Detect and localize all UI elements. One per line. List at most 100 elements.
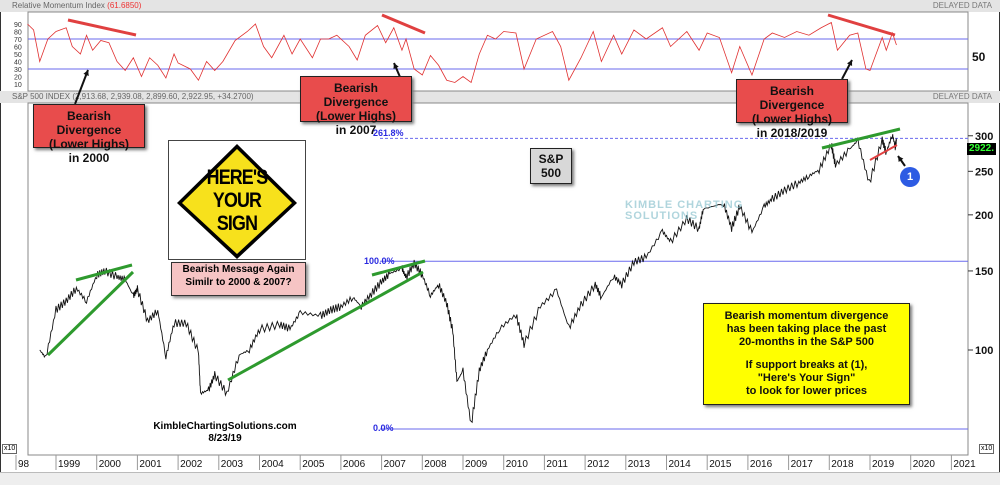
- rmi-tick-label: 80: [14, 30, 22, 37]
- rmi-tick-label: 30: [14, 67, 22, 74]
- x-tick-label: 2014: [669, 459, 692, 470]
- rmi-tick-label: 90: [14, 22, 22, 29]
- heres-your-sign-image: HERE'S YOUR SIGN: [168, 140, 306, 260]
- y-tick-label: 200: [975, 210, 993, 222]
- credit: KimbleChartingSolutions.com 8/23/19: [150, 421, 300, 445]
- y-tick-label: 250: [975, 166, 993, 178]
- x-tick-label: 2017: [791, 459, 814, 470]
- rmi-axis-label: 50: [972, 50, 986, 64]
- x-tick-label: 2010: [506, 459, 529, 470]
- note-line: has been taking place the past: [726, 323, 887, 335]
- commentary-box: Bearish momentum divergence has been tak…: [703, 303, 910, 405]
- sign-line: HERE'S: [206, 165, 269, 189]
- sign-text: HERE'S YOUR SIGN: [179, 141, 295, 259]
- fib-261-label: 261.8%: [373, 128, 404, 138]
- x-tick-label: 2013: [628, 459, 651, 470]
- watermark-line: SOLUTIONS: [625, 210, 699, 222]
- rmi-tick-label: 50: [14, 52, 22, 59]
- rmi-tick-label: 60: [14, 45, 22, 52]
- note-line: "Here's Your Sign": [757, 372, 856, 384]
- credit-site: KimbleChartingSolutions.com: [153, 421, 297, 432]
- rmi-tick-label: 70: [14, 37, 22, 44]
- x-tick-label: 2021: [953, 459, 976, 470]
- caption-line: Bearish Message Again: [182, 264, 295, 275]
- price-line: [39, 134, 897, 424]
- x-tick-label: 2016: [750, 459, 773, 470]
- x-tick-label: 2007: [384, 459, 407, 470]
- fib-100-label: 100.0%: [364, 256, 395, 266]
- x-tick-label: 2008: [424, 459, 447, 470]
- x-tick-label: 2004: [262, 459, 285, 470]
- arrow-2000: [74, 69, 89, 105]
- box-line: Bearish Divergence: [56, 109, 122, 137]
- sign-line: YOUR: [212, 188, 262, 212]
- sign-line: SIGN: [216, 211, 258, 235]
- last-price-badge: 2922.: [967, 143, 997, 155]
- x-tick-label: 2006: [343, 459, 366, 470]
- x-tick-label: 2000: [99, 459, 122, 470]
- y-tick-label: 300: [975, 131, 993, 143]
- top-trend-2000: [75, 263, 133, 282]
- note-line: Bearish momentum divergence: [724, 310, 889, 322]
- watermark: KIMBLE CHARTING SOLUTIONS: [625, 200, 743, 222]
- x-tick-label: 2001: [139, 459, 162, 470]
- divergence-2018-box: Bearish Divergence (Lower Highs) in 2018/2…: [736, 79, 848, 140]
- box-line: Bearish Divergence: [323, 81, 389, 109]
- y-tick-label: 100: [975, 345, 993, 357]
- y-tick-label: 150: [975, 266, 993, 278]
- x-tick-label: 1999: [58, 459, 81, 470]
- box-line: (Lower Highs): [752, 112, 832, 126]
- x-tick-label: 2009: [465, 459, 488, 470]
- price-title: S&P 500 INDEX (2,913.68, 2,939.08, 2,899…: [12, 92, 254, 101]
- rmi-tick-label: 10: [14, 82, 22, 89]
- rmi-tick-label: 20: [14, 75, 22, 82]
- rmi-panel-header: Relative Momentum Index (61.6850) DELAYE…: [0, 0, 1000, 12]
- fib-0-label: 0.0%: [373, 423, 394, 433]
- x-tick-label: 2019: [872, 459, 895, 470]
- box-line: (Lower Highs): [49, 137, 129, 151]
- rmi-line: [27, 21, 897, 84]
- x-tick-label: 2011: [546, 459, 568, 470]
- credit-date: 8/23/19: [208, 433, 242, 444]
- top-trend-2018: [821, 127, 901, 150]
- x-tick-label: 2005: [302, 459, 325, 470]
- top-trend-2007: [371, 259, 426, 277]
- note-line: to look for lower prices: [745, 385, 868, 397]
- box-line: (Lower Highs): [316, 109, 396, 123]
- arrow-2000-head: [83, 70, 89, 76]
- sign-caption: Bearish Message Again Similr to 2000 & 20…: [171, 262, 306, 296]
- box-line: 500: [540, 166, 562, 180]
- rmi-tick-label: 40: [14, 60, 22, 67]
- x-tick-label: 2012: [587, 459, 610, 470]
- watermark-line: KIMBLE CHARTING: [625, 199, 744, 211]
- box-line: Bearish Divergence: [759, 84, 825, 112]
- rmi-plot-area: [27, 11, 969, 92]
- rmi-delayed-label: DELAYED DATA: [932, 1, 992, 10]
- arrow-2007-head: [393, 63, 399, 69]
- x-tick-label: 2018: [831, 459, 854, 470]
- arrow-marker-head: [898, 156, 904, 162]
- x-tick-label: 2002: [180, 459, 203, 470]
- support-marker-1: 1: [900, 167, 920, 187]
- box-line: in 2000: [68, 151, 110, 165]
- caption-line: Similr to 2000 & 2007?: [185, 277, 292, 288]
- rmi-downtrend-2000: [67, 18, 137, 37]
- horizontal-scrollbar[interactable]: [0, 472, 1000, 485]
- box-line: S&P: [538, 152, 564, 166]
- x-tick-label: 98: [18, 459, 30, 470]
- multiplier-right: x10: [979, 444, 995, 454]
- rmi-value: (61.6850): [107, 1, 142, 10]
- support-line-2019: [869, 144, 898, 161]
- x-tick-label: 2020: [913, 459, 936, 470]
- road-sign-icon: [177, 144, 297, 259]
- rmi-downtrend-2007: [381, 13, 426, 35]
- arrow-2018-head: [847, 60, 853, 66]
- x-tick-label: 2015: [709, 459, 732, 470]
- box-line: in 2018/2019: [756, 126, 828, 140]
- note-line: If support breaks at (1),: [745, 359, 868, 371]
- price-delayed-label: DELAYED DATA: [932, 92, 992, 101]
- divergence-2000-box: Bearish Divergence (Lower Highs) in 2000: [33, 104, 145, 165]
- rmi-downtrend-2018: [827, 13, 896, 37]
- x-tick-label: 2003: [221, 459, 244, 470]
